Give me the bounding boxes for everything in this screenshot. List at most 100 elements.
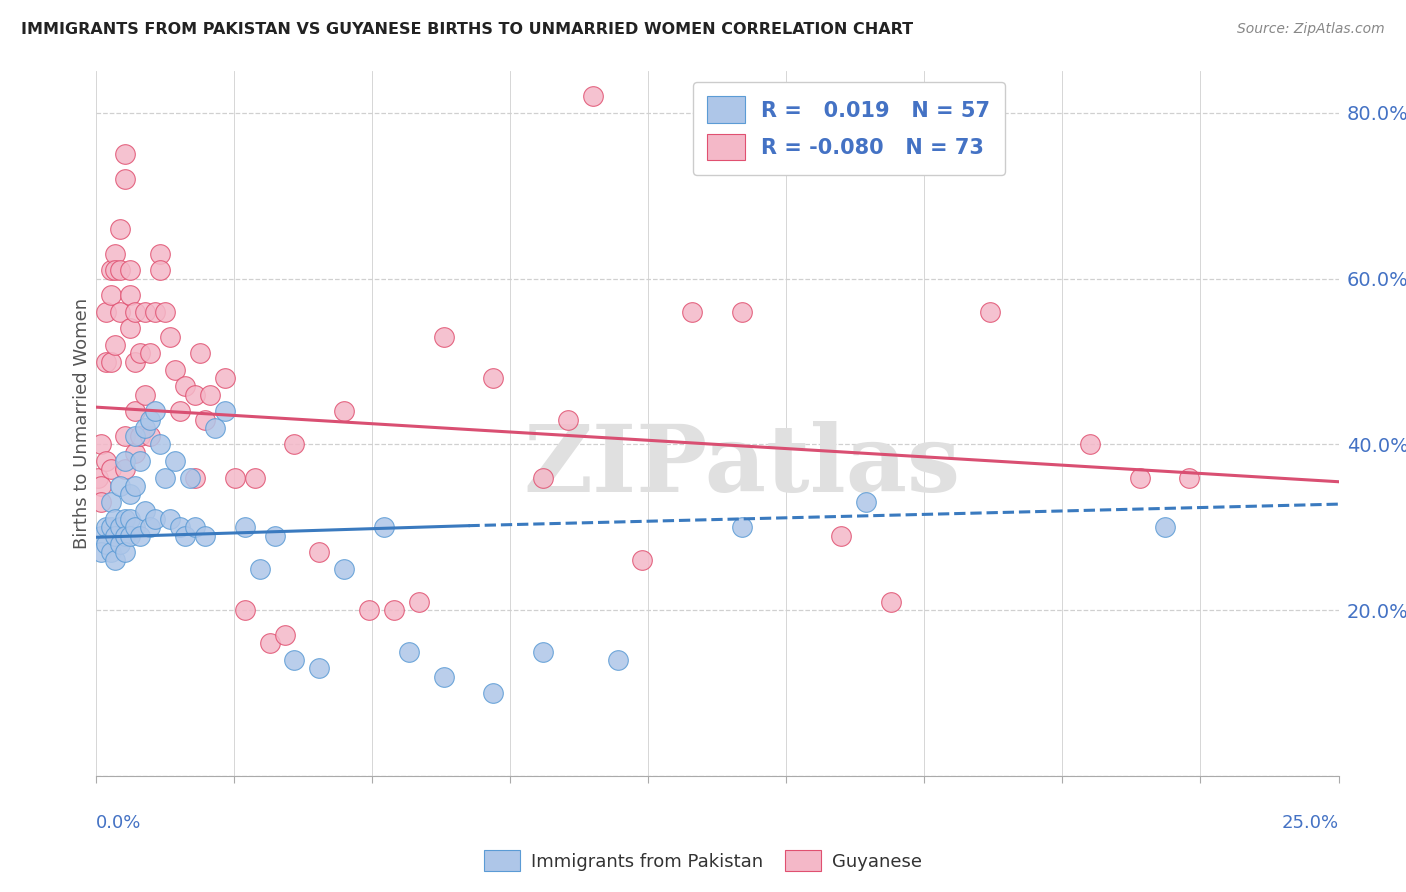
Point <box>606 653 628 667</box>
Point <box>94 354 117 368</box>
Point <box>482 686 505 700</box>
Point <box>114 454 136 468</box>
Point <box>731 305 754 319</box>
Point <box>880 595 903 609</box>
Point <box>114 147 136 161</box>
Text: Source: ZipAtlas.com: Source: ZipAtlas.com <box>1237 22 1385 37</box>
Point <box>169 404 191 418</box>
Point <box>100 520 122 534</box>
Point <box>194 528 217 542</box>
Point <box>100 263 122 277</box>
Point <box>90 437 112 451</box>
Point <box>214 404 236 418</box>
Y-axis label: Births to Unmarried Women: Births to Unmarried Women <box>73 298 91 549</box>
Legend: Immigrants from Pakistan, Guyanese: Immigrants from Pakistan, Guyanese <box>477 843 929 879</box>
Point <box>139 520 162 534</box>
Point <box>198 387 221 401</box>
Point <box>114 172 136 186</box>
Point <box>104 528 127 542</box>
Point <box>129 346 152 360</box>
Point <box>90 528 112 542</box>
Point <box>149 263 172 277</box>
Point <box>194 412 217 426</box>
Point <box>165 454 187 468</box>
Point <box>263 528 285 542</box>
Point <box>104 246 127 260</box>
Point <box>120 288 142 302</box>
Point <box>124 479 146 493</box>
Point <box>114 462 136 476</box>
Point <box>110 537 132 551</box>
Point <box>124 354 146 368</box>
Point <box>482 371 505 385</box>
Point <box>114 429 136 443</box>
Point <box>114 528 136 542</box>
Point <box>90 545 112 559</box>
Point <box>249 562 271 576</box>
Point <box>308 661 330 675</box>
Point <box>104 338 127 352</box>
Point <box>129 429 152 443</box>
Point <box>259 636 281 650</box>
Point <box>333 562 356 576</box>
Point <box>129 454 152 468</box>
Point <box>174 379 197 393</box>
Point <box>124 305 146 319</box>
Point <box>159 329 181 343</box>
Point <box>731 520 754 534</box>
Point <box>582 89 605 103</box>
Point <box>120 321 142 335</box>
Point <box>134 421 156 435</box>
Point <box>124 446 146 460</box>
Point <box>143 305 166 319</box>
Point <box>124 404 146 418</box>
Point <box>134 305 156 319</box>
Point <box>1078 437 1101 451</box>
Point <box>433 329 456 343</box>
Point <box>174 528 197 542</box>
Point <box>557 412 579 426</box>
Point <box>214 371 236 385</box>
Legend: R =   0.019   N = 57, R = -0.080   N = 73: R = 0.019 N = 57, R = -0.080 N = 73 <box>693 82 1005 175</box>
Point <box>143 512 166 526</box>
Point <box>139 346 162 360</box>
Point <box>114 545 136 559</box>
Point <box>165 363 187 377</box>
Text: IMMIGRANTS FROM PAKISTAN VS GUYANESE BIRTHS TO UNMARRIED WOMEN CORRELATION CHART: IMMIGRANTS FROM PAKISTAN VS GUYANESE BIR… <box>21 22 914 37</box>
Point <box>357 603 380 617</box>
Point <box>94 520 117 534</box>
Point <box>120 512 142 526</box>
Text: 25.0%: 25.0% <box>1281 814 1339 831</box>
Point <box>1153 520 1175 534</box>
Point <box>308 545 330 559</box>
Point <box>110 520 132 534</box>
Point <box>94 537 117 551</box>
Point <box>433 669 456 683</box>
Point <box>100 354 122 368</box>
Point <box>179 470 201 484</box>
Text: 0.0%: 0.0% <box>96 814 141 831</box>
Point <box>408 595 430 609</box>
Point <box>273 628 295 642</box>
Point <box>149 437 172 451</box>
Point <box>100 288 122 302</box>
Point <box>979 305 1001 319</box>
Point <box>855 495 877 509</box>
Point <box>129 528 152 542</box>
Point <box>100 545 122 559</box>
Point <box>100 462 122 476</box>
Point <box>94 305 117 319</box>
Point <box>87 470 110 484</box>
Text: ZIPatlas: ZIPatlas <box>523 421 960 511</box>
Point <box>233 520 256 534</box>
Point <box>104 553 127 567</box>
Point <box>139 412 162 426</box>
Point <box>120 263 142 277</box>
Point <box>155 305 177 319</box>
Point <box>110 263 132 277</box>
Point <box>120 528 142 542</box>
Point <box>110 305 132 319</box>
Point <box>120 487 142 501</box>
Point <box>159 512 181 526</box>
Point <box>155 470 177 484</box>
